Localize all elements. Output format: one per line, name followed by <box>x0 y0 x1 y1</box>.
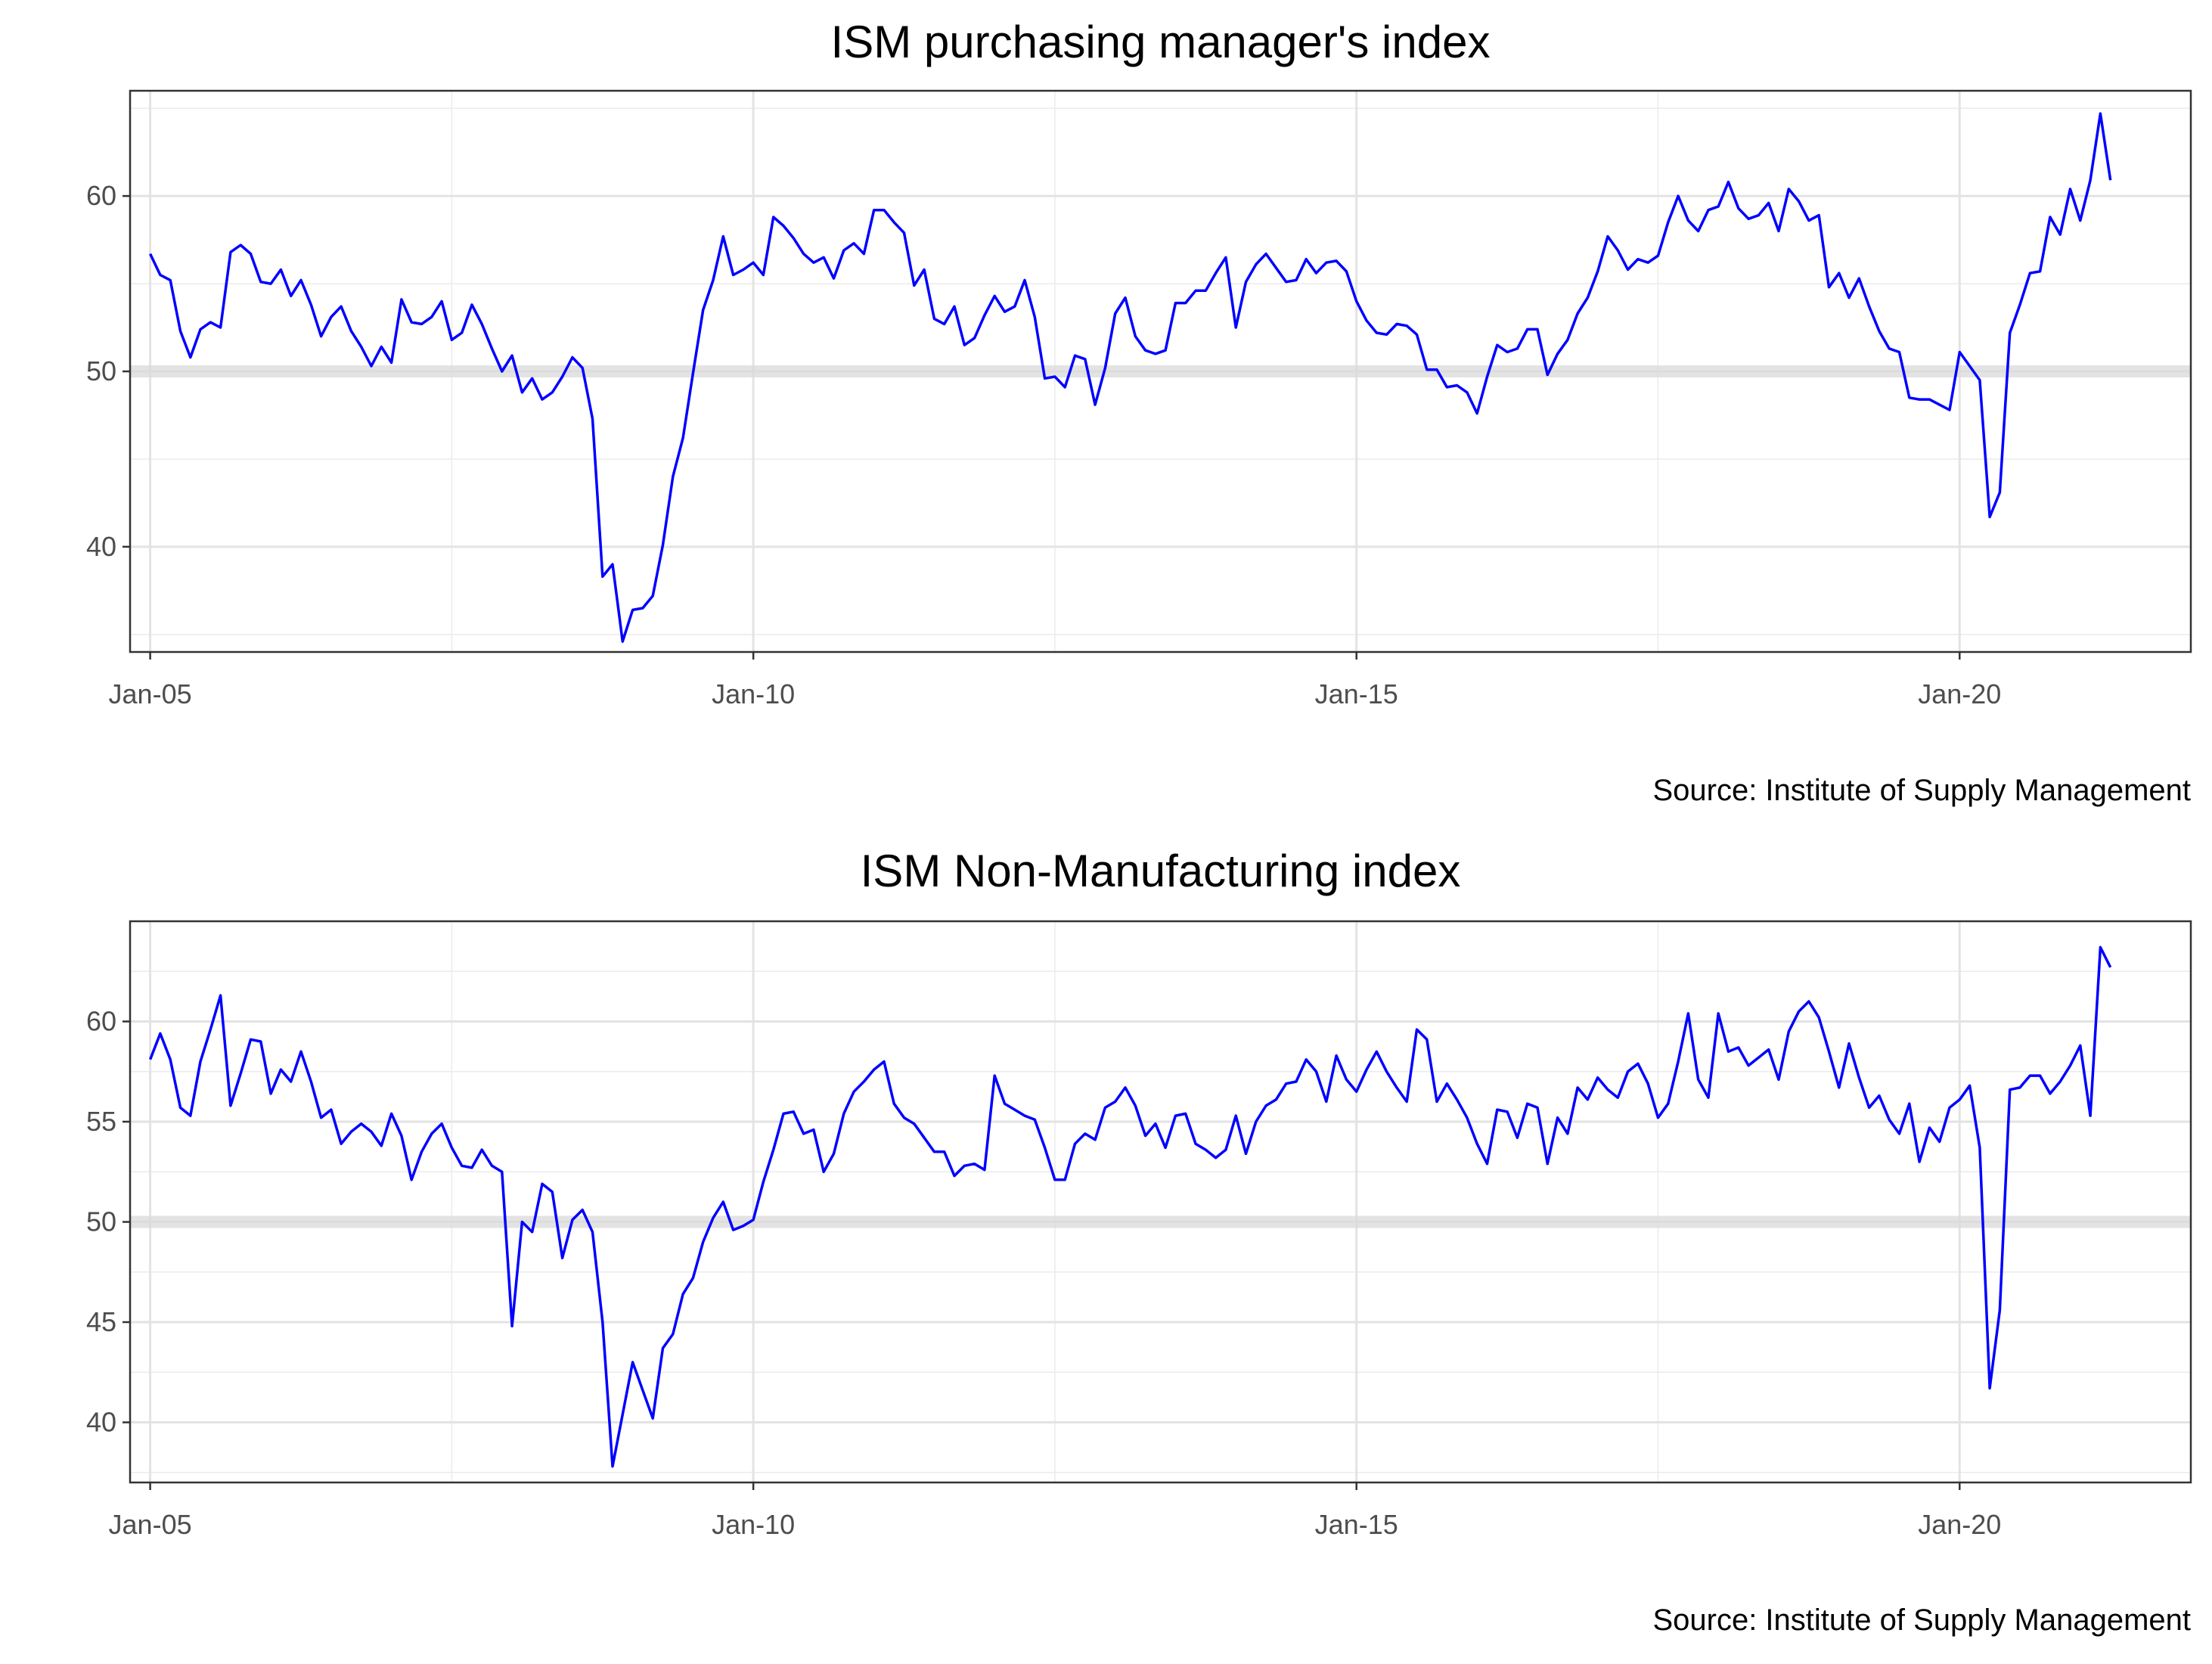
y-tick-label: 60 <box>86 180 116 211</box>
chart-title: ISM purchasing manager's index <box>831 17 1491 67</box>
x-tick-label: Jan-20 <box>1918 678 2001 709</box>
y-tick-label: 50 <box>86 1206 116 1237</box>
chart-2: 40 45 50 55 60 Jan-05 Jan-10 Jan-15 Jan-20 ISM No… <box>86 846 2192 1637</box>
x-tick-label: Jan-15 <box>1315 1509 1398 1540</box>
y-tick-label: 50 <box>86 355 116 387</box>
x-tick-label: Jan-20 <box>1918 1509 2001 1540</box>
x-tick-label: Jan-05 <box>109 678 192 709</box>
plot-background <box>130 921 2191 1482</box>
chart-title: ISM Non-Manufacturing index <box>861 846 1461 896</box>
chart-caption: Source: Institute of Supply Management <box>1652 1603 2191 1637</box>
y-tick-label: 55 <box>86 1106 116 1137</box>
series-line <box>148 945 2112 1468</box>
plot-border <box>129 920 2192 1484</box>
x-tick-label: Jan-15 <box>1315 678 1398 709</box>
y-tick-label: 40 <box>86 1407 116 1438</box>
series-line <box>149 112 2112 643</box>
y-tick-label: 40 <box>86 531 116 562</box>
chart-caption: Source: Institute of Supply Management <box>1652 774 2191 807</box>
y-tick-label: 60 <box>86 1006 116 1037</box>
x-tick-label: Jan-05 <box>109 1509 192 1540</box>
y-tick-label: 45 <box>86 1306 116 1337</box>
x-tick-label: Jan-10 <box>712 1509 795 1540</box>
chart-1: 40 50 60 Jan-05 Jan-10 Jan-15 Jan-20 ISM purcha… <box>86 17 2192 807</box>
x-tick-label: Jan-10 <box>712 678 795 709</box>
